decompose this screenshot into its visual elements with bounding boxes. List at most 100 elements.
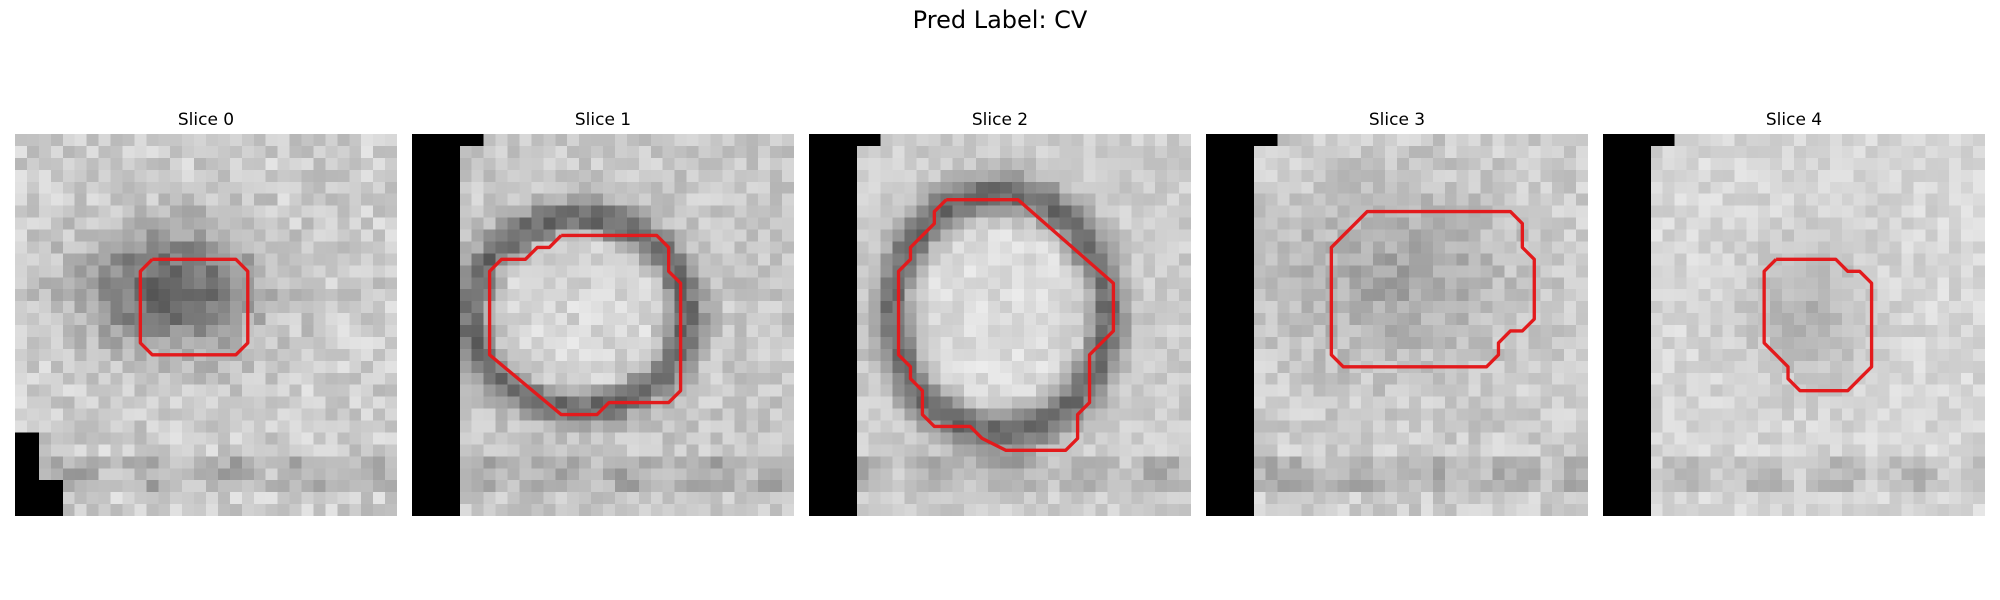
pixel (698, 193, 711, 206)
pixel (579, 169, 592, 182)
pixel (1758, 145, 1771, 159)
pixel (1758, 372, 1771, 385)
pixel (1468, 253, 1481, 266)
pixel (1794, 205, 1807, 218)
pixel (194, 444, 207, 457)
pixel (122, 456, 135, 469)
pixel (1456, 480, 1469, 493)
pixel (662, 301, 675, 314)
pixel (734, 396, 747, 409)
pixel (447, 408, 460, 421)
pixel (1540, 181, 1553, 194)
pixel (265, 157, 278, 171)
pixel (1805, 313, 1819, 326)
pixel (206, 277, 219, 290)
pixel (435, 444, 449, 457)
pixel (892, 205, 905, 218)
pixel (698, 265, 711, 278)
pixel (1301, 193, 1314, 206)
pixel (928, 181, 941, 194)
pixel (1035, 480, 1048, 493)
pixel (349, 456, 362, 469)
pixel (1289, 277, 1302, 290)
pixel (1155, 134, 1168, 147)
pixel (1179, 384, 1191, 397)
pixel (579, 372, 592, 385)
pixel (98, 313, 111, 326)
pixel (543, 145, 556, 159)
pixel (471, 313, 484, 326)
pixel (229, 277, 243, 290)
pixel (1361, 145, 1374, 159)
pixel (543, 444, 556, 457)
pixel (217, 504, 231, 516)
pixel (1206, 372, 1219, 385)
pixel (1000, 301, 1013, 314)
pixel (241, 372, 254, 385)
pixel (1734, 217, 1747, 230)
pixel (74, 456, 87, 469)
pixel (1047, 492, 1060, 505)
pixel (916, 253, 929, 266)
pixel (1662, 181, 1675, 194)
pixel (1734, 408, 1747, 421)
pixel (1361, 492, 1374, 505)
pixel (820, 181, 834, 194)
pixel (555, 432, 568, 445)
pixel (1901, 289, 1914, 302)
pixel (1865, 145, 1878, 159)
pixel (1035, 492, 1048, 505)
pixel (1817, 229, 1831, 242)
pixel (507, 420, 520, 433)
pixel (1853, 432, 1866, 445)
pixel (844, 301, 857, 314)
pixel (1937, 336, 1950, 350)
pixel (734, 468, 747, 481)
pixel (555, 289, 568, 302)
pixel (313, 289, 326, 302)
pixel (1782, 325, 1795, 338)
pixel (543, 277, 556, 290)
pixel (1650, 396, 1663, 409)
pixel (614, 325, 628, 338)
pixel (1841, 193, 1854, 206)
pixel (1155, 504, 1168, 516)
pixel (1638, 253, 1651, 266)
pixel (1420, 313, 1434, 326)
pixel (459, 384, 472, 397)
pixel (1937, 134, 1950, 147)
pixel (1865, 253, 1878, 266)
pixel (1349, 253, 1362, 266)
pixel (1217, 134, 1231, 147)
pixel (662, 145, 675, 159)
pixel (385, 384, 397, 397)
pixel (1552, 193, 1565, 206)
pixel (1722, 265, 1735, 278)
pixel (146, 384, 159, 397)
pixel (531, 169, 544, 182)
pixel (1408, 169, 1422, 182)
pixel (940, 169, 953, 182)
pixel (519, 313, 532, 326)
pixel (519, 193, 532, 206)
pixel (734, 432, 747, 445)
pixel (1277, 217, 1290, 230)
pixel (1805, 432, 1819, 445)
pixel (38, 348, 52, 362)
pixel (1770, 384, 1783, 397)
pixel (746, 348, 759, 362)
pixel (1456, 301, 1469, 314)
pixel (98, 181, 111, 194)
pixel (1734, 277, 1747, 290)
pixel (1540, 456, 1553, 469)
pixel (1313, 157, 1326, 171)
pixel (1480, 432, 1493, 445)
pixel (507, 181, 520, 194)
pixel (770, 169, 783, 182)
pixel (988, 265, 1001, 278)
pixel (1229, 217, 1243, 230)
pixel (782, 444, 794, 457)
pixel (74, 492, 87, 505)
pixel (832, 289, 846, 302)
pixel (1361, 265, 1374, 278)
